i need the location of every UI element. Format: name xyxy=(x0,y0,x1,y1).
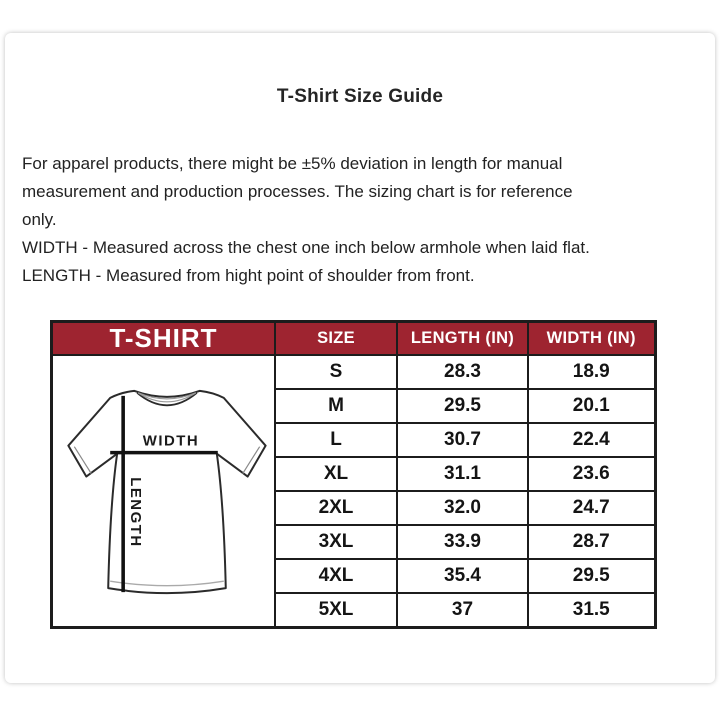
width-cell: 18.9 xyxy=(527,353,656,391)
size-cell: 3XL xyxy=(274,524,398,561)
tshirt-outline xyxy=(67,389,267,595)
length-cell: 28.3 xyxy=(396,353,529,391)
size-cell: 5XL xyxy=(274,592,398,629)
table-row: L 30.7 22.4 xyxy=(52,422,656,459)
table-row: 2XL 32.0 24.7 xyxy=(52,490,656,527)
notice-line-deviation-3: only. xyxy=(22,210,57,229)
width-cell: 29.5 xyxy=(527,558,656,595)
table-row: WIDTH LENGTH S 28.3 18.9 xyxy=(50,353,656,629)
right-cuff-line xyxy=(242,446,261,474)
notice-text: For apparel products, there might be ±5%… xyxy=(22,150,705,290)
table-row: M 29.5 20.1 xyxy=(52,388,656,425)
table-header-row: T-SHIRT SIZE LENGTH (IN) WIDTH (IN) xyxy=(50,320,656,356)
notice-line-length-definition: LENGTH - Measured from hight point of sh… xyxy=(22,266,475,285)
size-cell: 4XL xyxy=(274,558,398,595)
size-cell: M xyxy=(274,388,398,425)
size-table: T-SHIRT SIZE LENGTH (IN) WIDTH (IN) xyxy=(50,320,657,629)
width-label: WIDTH xyxy=(143,433,199,450)
length-label: LENGTH xyxy=(127,477,144,547)
table-header-product: T-SHIRT xyxy=(50,320,276,356)
width-cell: 23.6 xyxy=(527,456,656,493)
width-cell: 31.5 xyxy=(527,592,656,629)
size-cell: S xyxy=(274,353,398,391)
page-title: T-Shirt Size Guide xyxy=(276,86,444,107)
width-cell: 22.4 xyxy=(527,422,656,459)
left-cuff-line xyxy=(73,446,92,474)
size-guide-card: T-Shirt Size Guide For apparel products,… xyxy=(5,33,715,683)
length-cell: 37 xyxy=(396,592,529,629)
table-header-length: LENGTH (IN) xyxy=(396,320,529,356)
notice-line-deviation-2: measurement and production processes. Th… xyxy=(22,182,573,201)
collar-rib-2 xyxy=(137,392,197,403)
length-cell: 30.7 xyxy=(396,422,529,459)
table-row: 5XL 37 31.5 xyxy=(52,592,656,629)
tshirt-illustration: WIDTH LENGTH xyxy=(67,389,267,595)
size-cell: L xyxy=(274,422,398,459)
length-cell: 35.4 xyxy=(396,558,529,595)
size-cell: XL xyxy=(274,456,398,493)
width-cell: 20.1 xyxy=(527,388,656,425)
table-header-size: SIZE xyxy=(274,320,398,356)
size-cell: 2XL xyxy=(274,490,398,527)
table-row: XL 31.1 23.6 xyxy=(52,456,656,493)
length-cell: 32.0 xyxy=(396,490,529,527)
length-cell: 31.1 xyxy=(396,456,529,493)
collar-band xyxy=(136,392,198,407)
notice-line-deviation-1: For apparel products, there might be ±5%… xyxy=(22,154,563,173)
width-cell: 24.7 xyxy=(527,490,656,527)
length-cell: 29.5 xyxy=(396,388,529,425)
collar-rib-1 xyxy=(137,392,197,400)
table-row: 3XL 33.9 28.7 xyxy=(52,524,656,561)
table-row: 4XL 35.4 29.5 xyxy=(52,558,656,595)
table-header-width: WIDTH (IN) xyxy=(527,320,656,356)
notice-line-width-definition: WIDTH - Measured across the chest one in… xyxy=(22,238,590,257)
length-cell: 33.9 xyxy=(396,524,529,561)
width-cell: 28.7 xyxy=(527,524,656,561)
tshirt-illustration-cell: WIDTH LENGTH xyxy=(50,354,276,629)
